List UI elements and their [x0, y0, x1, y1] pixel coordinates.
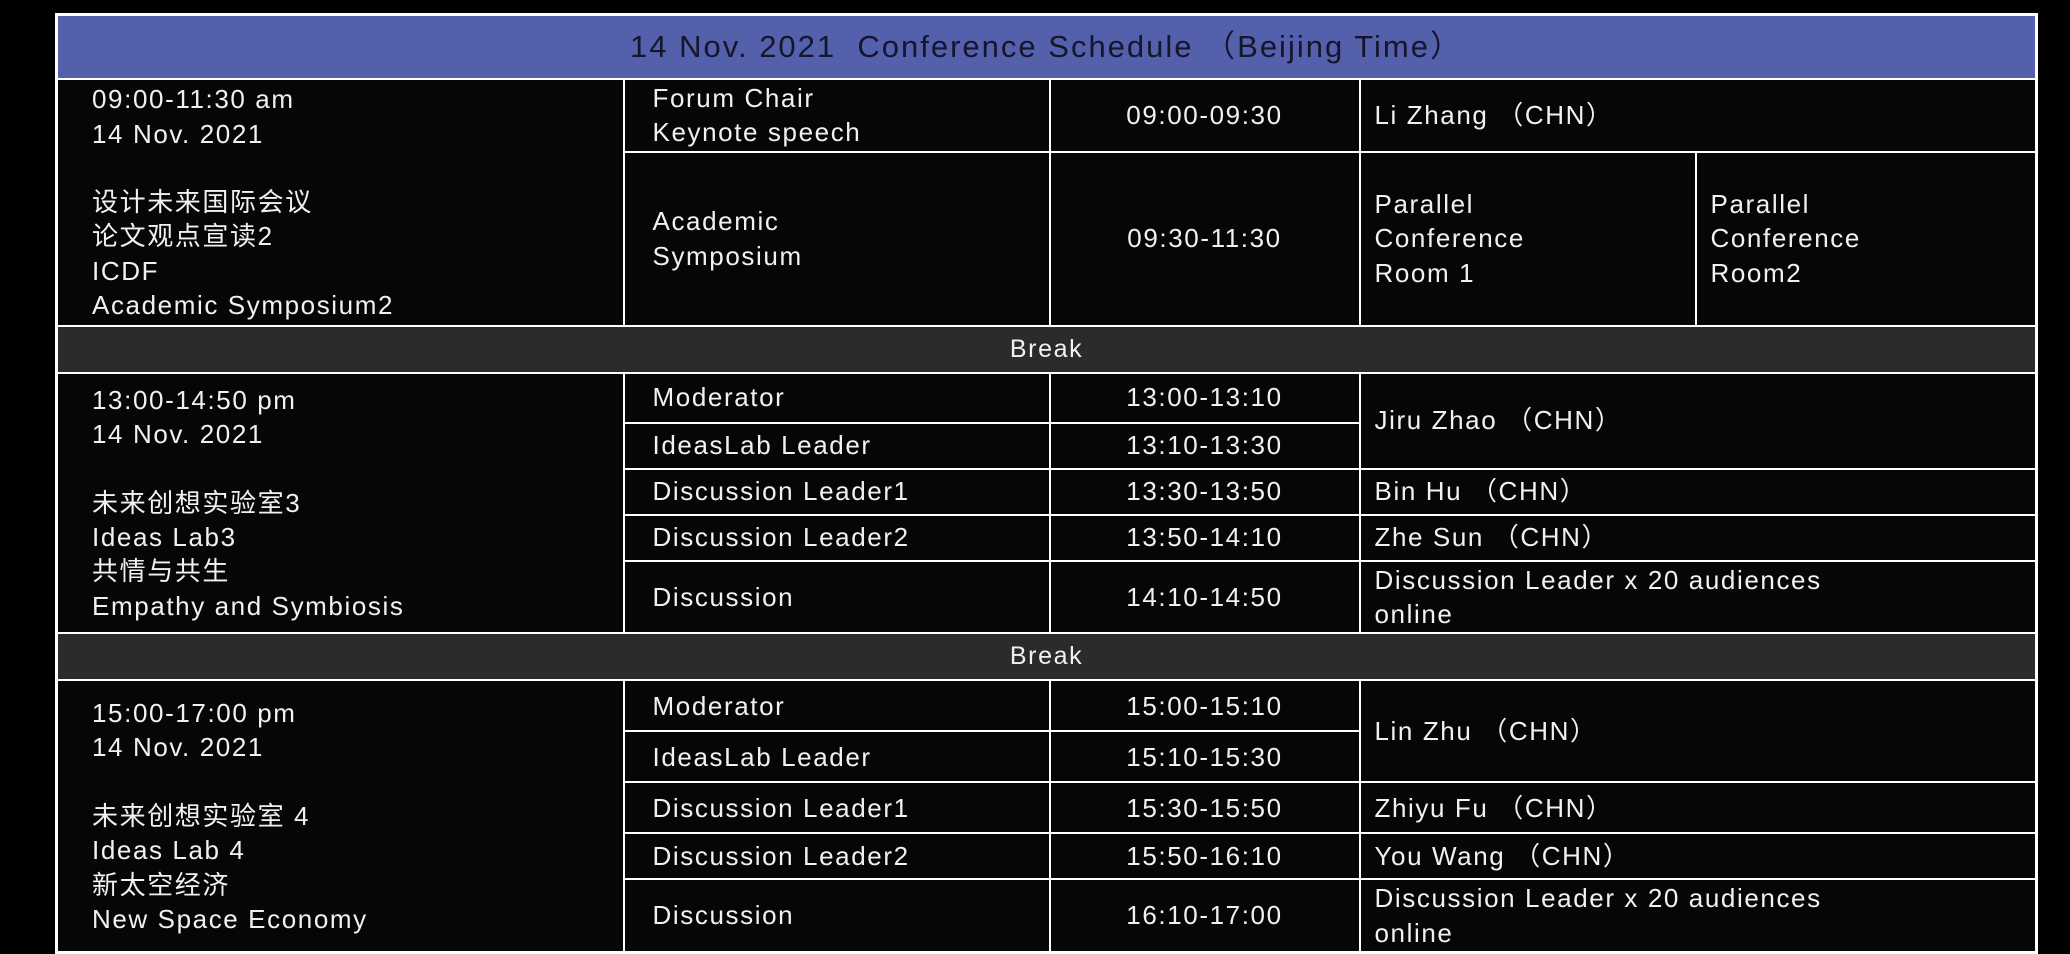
session2-row-moderator: 13:00-14:50 pm 14 Nov. 2021 未来创想实验室3 Ide…	[55, 371, 2038, 635]
session3-discussion-role-cell: Discussion	[622, 878, 1051, 954]
session1-speaker-cell: Li Zhang （CHN）	[1358, 78, 2038, 153]
session1-row-forum-chair: 09:00-11:30 am 14 Nov. 2021 设计未来国际会议 论文观…	[55, 78, 2038, 327]
session2-discussion-time-cell: 14:10-14:50	[1048, 559, 1361, 635]
session2-row-discussion: Discussion 14:10-14:50 Discussion Leader…	[57, 559, 2038, 635]
session3-dl2-time-cell: 15:50-16:10	[1048, 832, 1361, 881]
session3-info-cell: 15:00-17:00 pm 14 Nov. 2021 未来创想实验室 4 Id…	[55, 679, 625, 954]
session2-moderator-role-cell: Moderator	[622, 371, 1051, 424]
session3-discussion-speaker-cell: Discussion Leader x 20 audiences online	[1358, 878, 2038, 954]
session3-dl1-speaker-cell: Zhiyu Fu （CHN）	[1358, 781, 2038, 835]
session2-dl1-speaker-cell: Bin Hu （CHN）	[1358, 467, 2038, 516]
parallel-room2-cell: Parallel Conference Room2	[1694, 150, 2038, 327]
page-title: 14 Nov. 2021 Conference Schedule （Beijin…	[55, 13, 2038, 80]
break-label: Break	[55, 632, 2038, 682]
session3-row-moderator: 15:00-17:00 pm 14 Nov. 2021 未来创想实验室 4 Id…	[55, 679, 2038, 954]
session3-dl2-speaker-cell: You Wang （CHN）	[1358, 832, 2038, 881]
parallel-room1-cell: Parallel Conference Room 1	[1358, 150, 1697, 327]
session2-discussion-speaker-cell: Discussion Leader x 20 audiences online	[1358, 559, 2038, 635]
session2-discussion-role-cell: Discussion	[622, 559, 1051, 635]
session3-discussion-time-cell: 16:10-17:00	[1048, 878, 1361, 954]
session3-moderator-role-cell: Moderator	[622, 679, 1051, 733]
session2-row-ideaslab-leader: IdeasLab Leader 13:10-13:30	[57, 421, 2037, 470]
session3-dl2-role-cell: Discussion Leader2	[622, 832, 1051, 881]
session2-dl1-role-cell: Discussion Leader1	[622, 467, 1051, 516]
session3-moderator-speaker-cell: Lin Zhu （CHN）	[1358, 679, 2038, 784]
break-row-1: Break	[55, 324, 2038, 374]
session2-moderator-speaker-cell: Jiru Zhao （CHN）	[1358, 371, 2038, 470]
break-label: Break	[55, 324, 2038, 374]
session2-dl1-time-cell: 13:30-13:50	[1048, 467, 1361, 516]
conference-schedule-table: 14 Nov. 2021 Conference Schedule （Beijin…	[55, 13, 2039, 954]
session2-dl2-speaker-cell: Zhe Sun （CHN）	[1358, 513, 2038, 562]
session3-row-discussion-leader1: Discussion Leader1 15:30-15:50 Zhiyu Fu …	[57, 781, 2038, 835]
session2-row-discussion-leader2: Discussion Leader2 13:50-14:10 Zhe Sun （…	[57, 513, 2038, 562]
session2-dl2-role-cell: Discussion Leader2	[622, 513, 1051, 562]
session2-info-cell: 13:00-14:50 pm 14 Nov. 2021 未来创想实验室3 Ide…	[55, 371, 625, 635]
session1-role-cell: Forum Chair Keynote speech	[622, 78, 1051, 153]
session3-moderator-time-cell: 15:00-15:10	[1048, 679, 1361, 733]
schedule-stage: 14 Nov. 2021 Conference Schedule （Beijin…	[55, 13, 2039, 954]
session1-row-academic-symposium: Academic Symposium 09:30-11:30 Parallel …	[57, 150, 2038, 327]
session2-dl2-time-cell: 13:50-14:10	[1048, 513, 1361, 562]
session3-dl1-role-cell: Discussion Leader1	[622, 781, 1051, 835]
session1-symposium-role-cell: Academic Symposium	[622, 150, 1051, 327]
session3-row-ideaslab-leader: IdeasLab Leader 15:10-15:30	[57, 730, 2037, 784]
session3-ideaslab-time-cell: 15:10-15:30	[1048, 730, 1361, 784]
break-row-2: Break	[55, 632, 2038, 682]
title-row: 14 Nov. 2021 Conference Schedule （Beijin…	[55, 13, 2038, 80]
session1-time-cell: 09:00-09:30	[1048, 78, 1361, 153]
session2-ideaslab-time-cell: 13:10-13:30	[1048, 421, 1361, 470]
session2-ideaslab-role-cell: IdeasLab Leader	[622, 421, 1051, 470]
session2-moderator-time-cell: 13:00-13:10	[1048, 371, 1361, 424]
session2-row-discussion-leader1: Discussion Leader1 13:30-13:50 Bin Hu （C…	[57, 467, 2038, 516]
session3-ideaslab-role-cell: IdeasLab Leader	[622, 730, 1051, 784]
session1-info-cell: 09:00-11:30 am 14 Nov. 2021 设计未来国际会议 论文观…	[55, 78, 625, 327]
session3-dl1-time-cell: 15:30-15:50	[1048, 781, 1361, 835]
session3-row-discussion-leader2: Discussion Leader2 15:50-16:10 You Wang …	[57, 832, 2038, 881]
session1-symposium-time-cell: 09:30-11:30	[1048, 150, 1361, 327]
